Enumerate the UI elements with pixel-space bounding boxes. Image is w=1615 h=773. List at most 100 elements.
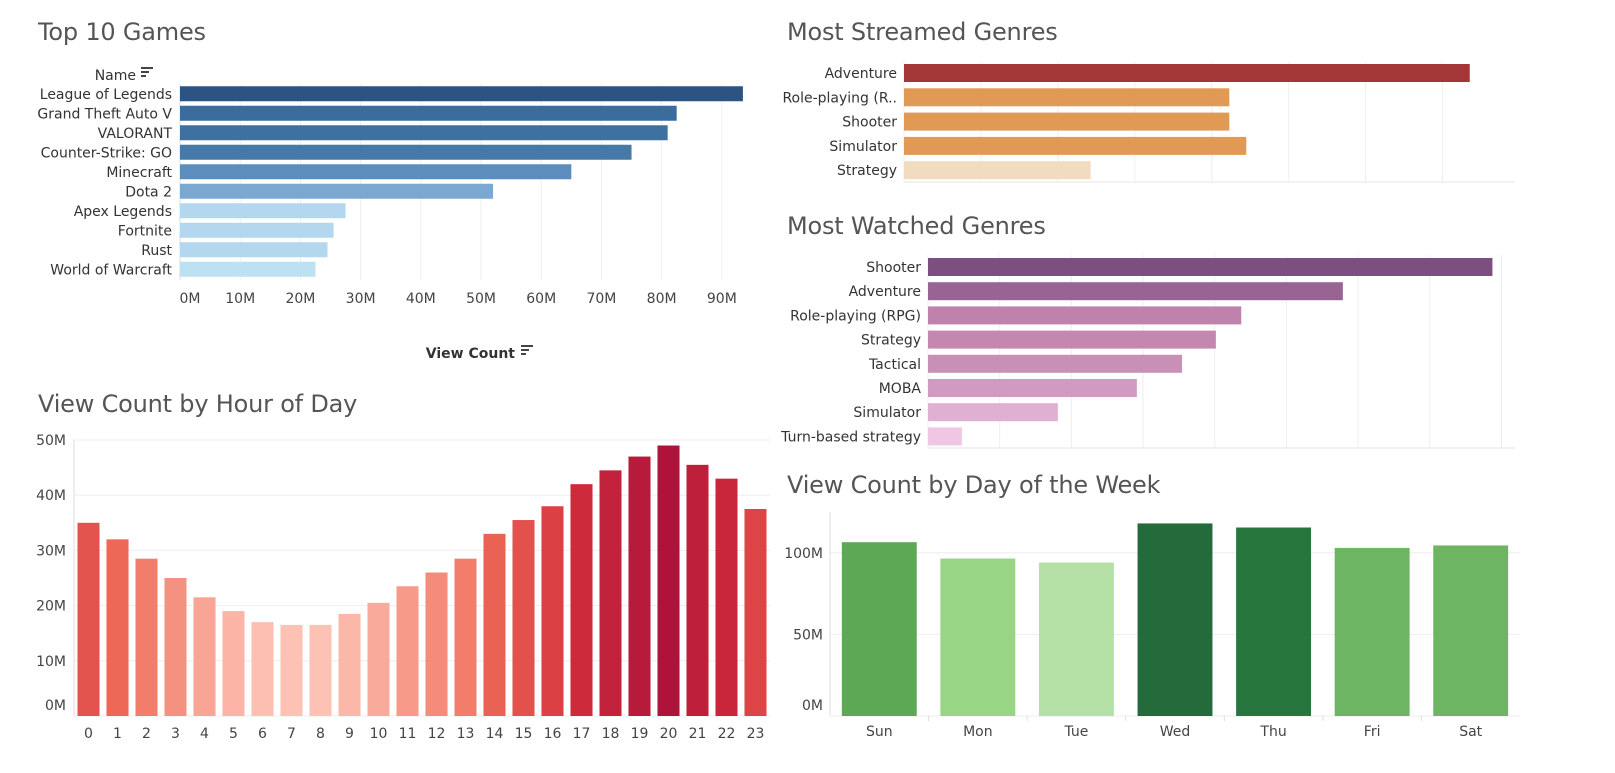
bar: [928, 427, 962, 446]
bar: [928, 330, 1216, 349]
bar: [180, 222, 334, 238]
category-label: Shooter: [842, 115, 897, 131]
category-label: Strategy: [861, 333, 921, 349]
x-tick-label: 8: [316, 726, 325, 742]
x-tick-label: Sun: [866, 724, 893, 740]
x-tick-label: 1: [113, 726, 122, 742]
watched-title: Most Watched Genres: [787, 212, 1046, 240]
bar: [180, 183, 494, 199]
x-tick-label: 10: [370, 726, 388, 742]
category-label: VALORANT: [98, 126, 173, 142]
category-label: Dota 2: [125, 184, 172, 200]
x-tick-label: 6: [258, 726, 267, 742]
x-tick-label: 21: [689, 726, 707, 742]
category-label: Role-playing (RPG): [790, 308, 921, 324]
x-tick-label: 50M: [466, 291, 496, 307]
x-tick-label: 0: [84, 726, 93, 742]
category-label: Apex Legends: [74, 204, 172, 220]
bar: [570, 484, 593, 716]
category-label: Adventure: [825, 66, 897, 82]
x-tick-label: Wed: [1160, 724, 1191, 740]
x-tick-label: Tue: [1063, 724, 1088, 740]
day-title: View Count by Day of the Week: [787, 471, 1161, 499]
bar: [180, 261, 316, 277]
category-label: Rust: [141, 243, 172, 259]
x-tick-label: 11: [399, 726, 417, 742]
x-tick-label: 80M: [647, 291, 677, 307]
x-axis-title: View Count: [426, 346, 516, 362]
category-label: Shooter: [866, 260, 921, 276]
bar: [222, 611, 245, 716]
x-tick-label: 19: [631, 726, 649, 742]
category-label: World of Warcraft: [50, 262, 172, 278]
bar: [1137, 523, 1213, 716]
x-tick-label: 20M: [285, 291, 315, 307]
category-label: MOBA: [879, 381, 922, 397]
bar: [928, 403, 1058, 422]
y-tick-label: 0M: [45, 698, 66, 714]
bar: [686, 464, 709, 716]
bar: [1038, 562, 1114, 716]
x-tick-label: Sat: [1459, 724, 1482, 740]
x-tick-label: 5: [229, 726, 238, 742]
x-tick-label: 40M: [406, 291, 436, 307]
x-tick-label: 18: [602, 726, 620, 742]
x-tick-label: 60M: [526, 291, 556, 307]
y-tick-label: 10M: [36, 654, 66, 670]
category-label: Simulator: [853, 405, 921, 421]
bar: [541, 506, 564, 716]
bar: [425, 572, 448, 716]
bar: [715, 478, 738, 716]
bar: [904, 136, 1247, 155]
x-tick-label: 10M: [225, 291, 255, 307]
bar: [280, 624, 303, 716]
bar: [904, 88, 1230, 107]
bar: [841, 542, 917, 716]
bar: [180, 125, 668, 141]
bar: [483, 533, 506, 716]
x-tick-label: 23: [747, 726, 765, 742]
bar: [180, 86, 743, 102]
hour-title: View Count by Hour of Day: [38, 390, 358, 418]
sort-icon: [521, 345, 533, 355]
x-tick-label: Fri: [1364, 724, 1381, 740]
category-label: Counter-Strike: GO: [41, 145, 172, 161]
bar: [180, 164, 572, 180]
bar: [77, 522, 100, 716]
streamed-title: Most Streamed Genres: [787, 18, 1058, 46]
category-label: Simulator: [829, 139, 897, 155]
bar: [396, 586, 419, 716]
x-tick-label: 22: [718, 726, 736, 742]
category-label: Minecraft: [106, 165, 172, 181]
sort-icon: [141, 67, 153, 77]
x-tick-label: 3: [171, 726, 180, 742]
bar: [657, 445, 680, 716]
x-tick-label: 17: [573, 726, 591, 742]
x-tick-label: 2: [142, 726, 151, 742]
bar: [928, 354, 1182, 373]
x-tick-label: 14: [486, 726, 504, 742]
bar: [928, 306, 1242, 325]
bar: [251, 622, 274, 716]
bar: [135, 558, 158, 716]
bar: [904, 112, 1230, 131]
x-tick-label: 90M: [707, 291, 737, 307]
bar: [180, 242, 328, 258]
bar: [904, 64, 1470, 82]
bar: [106, 539, 129, 716]
bar: [512, 520, 535, 716]
y-tick-label: 50M: [36, 433, 66, 449]
bar: [744, 509, 767, 716]
x-tick-label: 13: [457, 726, 475, 742]
bar: [599, 470, 622, 716]
x-tick-label: Thu: [1259, 724, 1286, 740]
x-tick-label: 12: [428, 726, 446, 742]
bar: [180, 203, 346, 219]
bar: [1334, 547, 1410, 716]
bar: [940, 558, 1016, 716]
bar: [180, 105, 677, 121]
x-tick-label: 4: [200, 726, 209, 742]
